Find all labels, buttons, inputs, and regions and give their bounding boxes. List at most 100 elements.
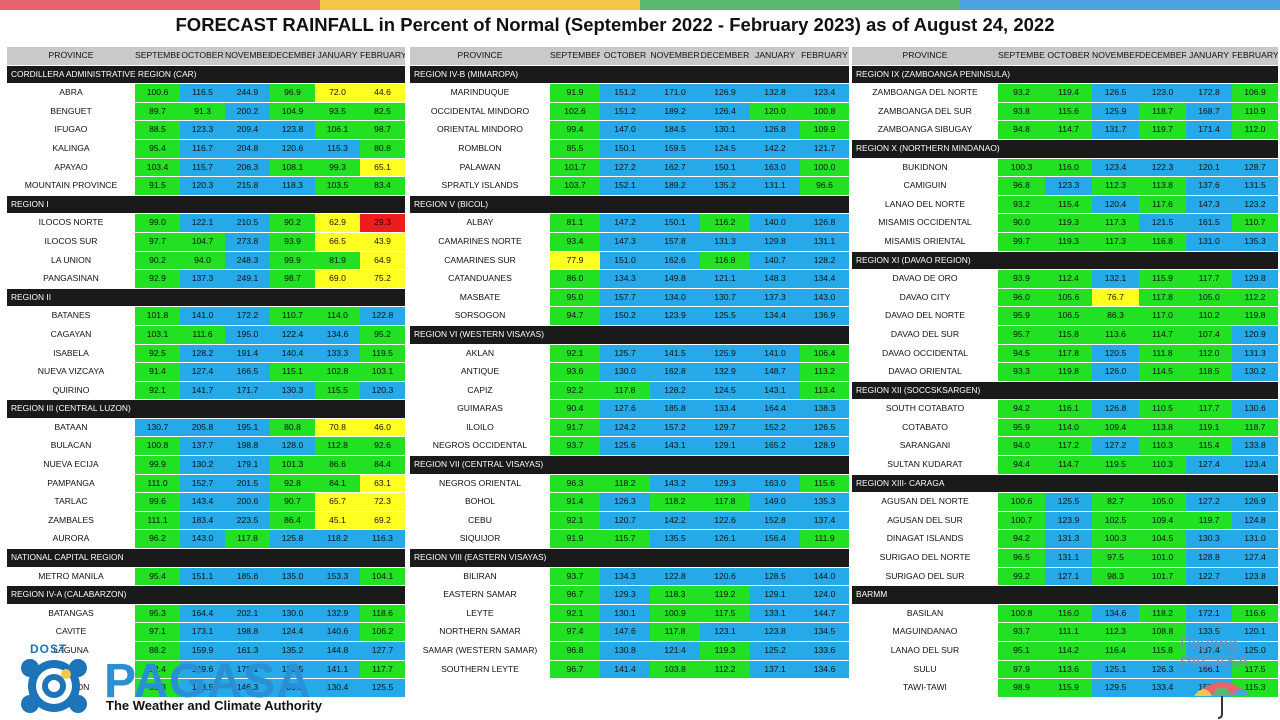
forecast-value-cell: 99.2 bbox=[998, 567, 1045, 587]
forecast-value-cell: 103.7 bbox=[550, 176, 600, 196]
forecast-value-cell: 92.1 bbox=[550, 511, 600, 531]
province-name: ISABELA bbox=[7, 344, 135, 364]
forecast-value-cell: 123.4 bbox=[1092, 158, 1139, 178]
forecast-value-cell: 134.3 bbox=[600, 567, 650, 587]
forecast-value-cell: 130.2 bbox=[180, 455, 225, 475]
forecast-value-cell: 115.6 bbox=[1045, 102, 1092, 122]
forecast-value-cell: 119.3 bbox=[700, 641, 750, 661]
forecast-value-cell: 133.1 bbox=[750, 604, 800, 624]
forecast-value-cell: 172.1 bbox=[225, 660, 270, 680]
province-name: ZAMBALES bbox=[7, 511, 135, 531]
forecast-value-cell: 143.2 bbox=[650, 474, 700, 494]
forecast-value-cell: 130.1 bbox=[700, 120, 750, 140]
forecast-value-cell: 143.4 bbox=[180, 492, 225, 512]
forecast-value-cell: 152.1 bbox=[600, 176, 650, 196]
forecast-value-cell: 95.1 bbox=[998, 641, 1045, 661]
forecast-value-cell: 104.9 bbox=[270, 102, 315, 122]
forecast-value-cell: 140.7 bbox=[750, 251, 800, 271]
province-name: LEYTE bbox=[410, 604, 550, 624]
province-name: DAVAO DEL NORTE bbox=[852, 306, 998, 326]
table-row: LEYTE 92.1 130.1 100.9 117.5 133.1 144.7 bbox=[410, 604, 849, 624]
forecast-value-cell: 149.6 bbox=[180, 660, 225, 680]
forecast-value-cell: 152.8 bbox=[750, 511, 800, 531]
forecast-value-cell: 117.5 bbox=[1232, 660, 1278, 680]
forecast-value-cell: 131.7 bbox=[1092, 120, 1139, 140]
province-name: SULU bbox=[852, 660, 998, 680]
region-name: REGION IX (ZAMBOANGA PENINSULA) bbox=[852, 65, 1278, 85]
region-name: CORDILLERA ADMINISTRATIVE REGION (CAR) bbox=[7, 65, 405, 85]
table-row: BILIRAN 93.7 134.3 122.8 120.6 128.5 144.0 bbox=[410, 567, 849, 587]
forecast-value-cell: 112.0 bbox=[1186, 344, 1232, 364]
forecast-value-cell: 114.7 bbox=[1045, 455, 1092, 475]
region-header-row: REGION X (NORTHERN MINDANAO) bbox=[852, 139, 1278, 159]
forecast-value-cell: 130.8 bbox=[600, 641, 650, 661]
forecast-value-cell: 121.5 bbox=[1139, 213, 1186, 233]
table-row: ZAMBOANGA DEL SUR 93.8 115.6 125.9 118.7 168.… bbox=[852, 102, 1278, 122]
forecast-value-cell: 123.4 bbox=[800, 83, 849, 103]
province-name: DAVAO DE ORO bbox=[852, 269, 998, 289]
forecast-value-cell: 66.5 bbox=[315, 232, 360, 252]
forecast-value-cell: 115.4 bbox=[1186, 436, 1232, 457]
region-name: REGION VII (CENTRAL VISAYAS) bbox=[410, 455, 849, 475]
forecast-value-cell: 111.6 bbox=[180, 325, 225, 345]
forecast-value-cell: 128.2 bbox=[800, 251, 849, 271]
forecast-value-cell: 126.3 bbox=[1139, 660, 1186, 680]
forecast-value-cell: 117.8 bbox=[1139, 288, 1186, 308]
forecast-value-cell: 209.4 bbox=[225, 120, 270, 140]
province-name: ILOCOS SUR bbox=[7, 232, 135, 252]
forecast-value-cell: 93.7 bbox=[550, 436, 600, 457]
forecast-value-cell: 130.0 bbox=[600, 362, 650, 382]
forecast-value-cell: 111.1 bbox=[1045, 622, 1092, 642]
region-header-row: REGION VIII (EASTERN VISAYAS) bbox=[410, 548, 849, 568]
forecast-value-cell: 131.1 bbox=[800, 232, 849, 252]
forecast-value-cell: 117.3 bbox=[1092, 213, 1139, 233]
forecast-value-cell: 134.6 bbox=[315, 325, 360, 345]
forecast-value-cell: 122.8 bbox=[650, 567, 700, 587]
forecast-value-cell: 198.8 bbox=[225, 622, 270, 642]
forecast-value-cell: 112.2 bbox=[1232, 288, 1278, 308]
payong-label: Payong bbox=[1180, 634, 1238, 653]
forecast-value-cell: 122.8 bbox=[360, 306, 405, 326]
table-row: NUEVA VIZCAYA 91.4 127.4 166.5 115.1 102.8 103… bbox=[7, 362, 405, 382]
forecast-value-cell: 114.7 bbox=[1045, 120, 1092, 140]
table-row: OCCIDENTAL MINDORO 102.6 151.2 189.2 126.4 12… bbox=[410, 102, 849, 122]
forecast-value-cell: 117.7 bbox=[360, 660, 405, 680]
forecast-value-cell: 116.6 bbox=[1232, 604, 1278, 624]
forecast-value-cell: 159.5 bbox=[650, 139, 700, 159]
forecast-value-cell: 206.3 bbox=[225, 158, 270, 178]
forecast-value-cell: 88.2 bbox=[135, 641, 180, 661]
forecast-value-cell: 135.5 bbox=[650, 529, 700, 550]
forecast-value-cell: 92.8 bbox=[270, 474, 315, 494]
forecast-value-cell: 112.4 bbox=[1045, 269, 1092, 289]
forecast-value-cell: 117.7 bbox=[1186, 269, 1232, 289]
forecast-value-cell: 124.8 bbox=[1232, 511, 1278, 531]
table-row: CAMARINES NORTE 93.4 147.3 157.8 131.3 129.8 1… bbox=[410, 232, 849, 252]
forecast-value-cell: 103.4 bbox=[135, 158, 180, 178]
forecast-value-cell: 99.3 bbox=[315, 158, 360, 178]
forecast-value-cell: 94.2 bbox=[998, 529, 1045, 550]
forecast-value-cell: 119.7 bbox=[1139, 120, 1186, 140]
region-name: BARMM bbox=[852, 585, 1278, 605]
province-name: BATANES bbox=[7, 306, 135, 326]
forecast-value-cell: 122.3 bbox=[1139, 158, 1186, 178]
forecast-value-cell: 134.0 bbox=[650, 288, 700, 308]
forecast-value-cell: 172.8 bbox=[1186, 83, 1232, 103]
table-row: DAVAO ORIENTAL 93.3 119.8 126.0 114.5 118.5 13… bbox=[852, 362, 1278, 382]
topbar-segment-yellow bbox=[320, 0, 640, 10]
forecast-value-cell: 138.3 bbox=[800, 399, 849, 419]
province-name: PALAWAN bbox=[410, 158, 550, 178]
table-row: AKLAN 92.1 125.7 141.5 125.9 141.0 106.4 bbox=[410, 344, 849, 364]
province-name: NEGROS ORIENTAL bbox=[410, 474, 550, 494]
region-header-row: REGION IV-B (MIMAROPA) bbox=[410, 65, 849, 85]
province-name: NEGROS OCCIDENTAL bbox=[410, 436, 550, 457]
province-name: BOHOL bbox=[410, 492, 550, 512]
pagasa-logo: DOST PAGASA The Weather and Climate Auth… bbox=[12, 640, 322, 716]
forecast-value-cell: 86.0 bbox=[550, 269, 600, 289]
forecast-value-cell: 96.8 bbox=[550, 641, 600, 661]
forecast-value-cell: 117.0 bbox=[1139, 306, 1186, 326]
forecast-value-cell: 125.9 bbox=[700, 344, 750, 364]
forecast-value-cell: 123.3 bbox=[1045, 176, 1092, 196]
forecast-value-cell: 98.3 bbox=[1092, 567, 1139, 587]
table-row: NUEVA ECIJA 99.9 130.2 179.1 101.3 86.6 84.4 bbox=[7, 455, 405, 475]
column-header-september: SEPTEMBER bbox=[550, 47, 600, 66]
